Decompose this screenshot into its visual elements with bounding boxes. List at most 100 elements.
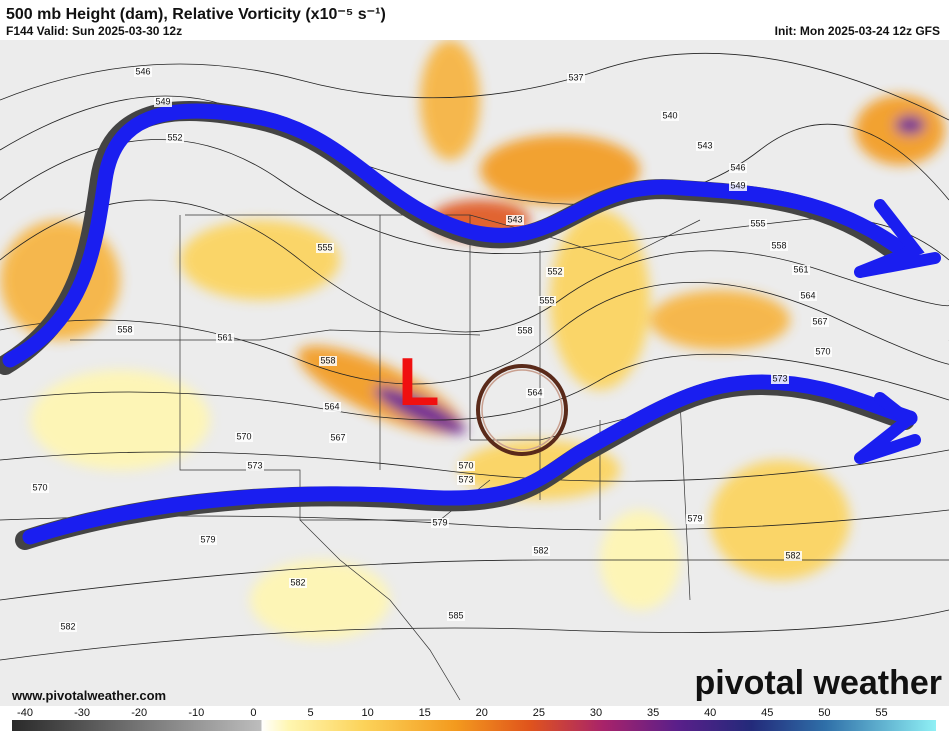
title: 500 mb Height (dam), Relative Vorticity … bbox=[6, 6, 386, 23]
valid-time: F144 Valid: Sun 2025-03-30 12z bbox=[6, 24, 182, 38]
contour-label: 555 bbox=[539, 295, 554, 305]
contour-label: 552 bbox=[167, 132, 182, 142]
contour-label: 537 bbox=[568, 72, 583, 82]
init-time: Init: Mon 2025-03-24 12z GFS bbox=[775, 24, 940, 38]
contour-label-bg bbox=[532, 546, 550, 556]
contour-label-bg bbox=[316, 243, 334, 253]
contour-label: 558 bbox=[771, 240, 786, 250]
colorbar-tick-label: 35 bbox=[647, 707, 659, 719]
contour-label-bg bbox=[729, 181, 747, 191]
contour-label: 570 bbox=[236, 431, 251, 441]
contour-label-bg bbox=[199, 535, 217, 545]
contour-label: 567 bbox=[812, 316, 827, 326]
highlight-circle-inner bbox=[481, 369, 563, 451]
contour-label-bg bbox=[506, 215, 524, 225]
contour-label-bg bbox=[792, 265, 810, 275]
contour-label: 546 bbox=[730, 162, 745, 172]
contour-label-bg bbox=[546, 267, 564, 277]
contour-label: 579 bbox=[200, 534, 215, 544]
contour-label: 561 bbox=[217, 332, 232, 342]
contour-label: 573 bbox=[772, 373, 787, 383]
contour-label: 573 bbox=[458, 474, 473, 484]
contour-label-bg bbox=[538, 296, 556, 306]
contour-label: 570 bbox=[815, 346, 830, 356]
contour-label-bg bbox=[323, 402, 341, 412]
colorbar-tick-label: 15 bbox=[419, 707, 431, 719]
contour-label-bg bbox=[784, 551, 802, 561]
contour-label-bg bbox=[154, 97, 172, 107]
contour-label: 540 bbox=[662, 110, 677, 120]
contour-label: 546 bbox=[135, 66, 150, 76]
contour-label: 579 bbox=[432, 517, 447, 527]
colorbar-tick-label: 10 bbox=[361, 707, 373, 719]
contour-label-bg bbox=[686, 514, 704, 524]
colorbar-tick-label: -20 bbox=[131, 707, 147, 719]
colorbar-tick-label: -40 bbox=[17, 707, 33, 719]
contour-label-bg bbox=[431, 518, 449, 528]
colorbar-tick-label: 0 bbox=[250, 707, 256, 719]
contour-label-bg bbox=[567, 73, 585, 83]
contour-label: 558 bbox=[117, 324, 132, 334]
header-bar bbox=[0, 0, 949, 40]
contour-label-bg bbox=[749, 219, 767, 229]
website: www.pivotalweather.com bbox=[11, 688, 166, 703]
contour-label: 555 bbox=[750, 218, 765, 228]
contour-label-bg bbox=[59, 622, 77, 632]
contour-label-bg bbox=[134, 67, 152, 77]
low-marker: L bbox=[398, 344, 440, 420]
vorticity-field bbox=[0, 40, 945, 640]
contour-label: 561 bbox=[793, 264, 808, 274]
contour-label: 573 bbox=[247, 460, 262, 470]
contour-label: 552 bbox=[547, 266, 562, 276]
contour-label-bg bbox=[729, 163, 747, 173]
contour-label: 585 bbox=[448, 610, 463, 620]
colorbar-tick-label: 5 bbox=[307, 707, 313, 719]
contour-label-bg bbox=[31, 483, 49, 493]
contour-label: 549 bbox=[730, 180, 745, 190]
contour-label: 582 bbox=[290, 577, 305, 587]
contour-label: 543 bbox=[697, 140, 712, 150]
contour-label: 564 bbox=[527, 387, 542, 397]
colorbar-tick-label: -10 bbox=[188, 707, 204, 719]
contour-label: 564 bbox=[800, 290, 815, 300]
contour-label: 582 bbox=[60, 621, 75, 631]
contour-label-bg bbox=[799, 291, 817, 301]
contour-label: 582 bbox=[533, 545, 548, 555]
contour-label-bg bbox=[319, 356, 337, 366]
colorbar-ticks: -40 -30 -20 -10 0 5 10 15 20 25 30 35 40 45 50 55 bbox=[17, 707, 888, 719]
colorbar-tick-label: 25 bbox=[533, 707, 545, 719]
colorbar bbox=[12, 720, 936, 731]
contour-label: 570 bbox=[458, 460, 473, 470]
contour-label-bg bbox=[661, 111, 679, 121]
contour-label-bg bbox=[235, 432, 253, 442]
map-background bbox=[0, 40, 949, 706]
contour-label: 549 bbox=[155, 96, 170, 106]
contour-label: 564 bbox=[324, 401, 339, 411]
logo: pivotal weather bbox=[694, 664, 942, 702]
contour-label-bg bbox=[771, 374, 789, 384]
contour-label-bg bbox=[770, 241, 788, 251]
contour-label: 558 bbox=[320, 355, 335, 365]
contour-label-bg bbox=[447, 611, 465, 621]
contour-label-bg bbox=[289, 578, 307, 588]
flow-arrows bbox=[0, 100, 941, 550]
contour-label-bg bbox=[516, 326, 534, 336]
contour-label-bg bbox=[116, 325, 134, 335]
contour-label-bg bbox=[216, 333, 234, 343]
contour-label-bg bbox=[814, 347, 832, 357]
contour-label: 555 bbox=[317, 242, 332, 252]
contour-label: 543 bbox=[507, 214, 522, 224]
contour-label-bg bbox=[526, 388, 544, 398]
contour-label-bg bbox=[246, 461, 264, 471]
contour-label: 558 bbox=[517, 325, 532, 335]
contour-label: 579 bbox=[687, 513, 702, 523]
contour-label-bg bbox=[696, 141, 714, 151]
colorbar-tick-label: 20 bbox=[476, 707, 488, 719]
colorbar-tick-label: 30 bbox=[590, 707, 602, 719]
contour-label: 567 bbox=[330, 432, 345, 442]
contour-label-bg bbox=[811, 317, 829, 327]
contour-label-bg bbox=[457, 461, 475, 471]
colorbar-tick-label: 45 bbox=[761, 707, 773, 719]
colorbar-tick-label: -30 bbox=[74, 707, 90, 719]
